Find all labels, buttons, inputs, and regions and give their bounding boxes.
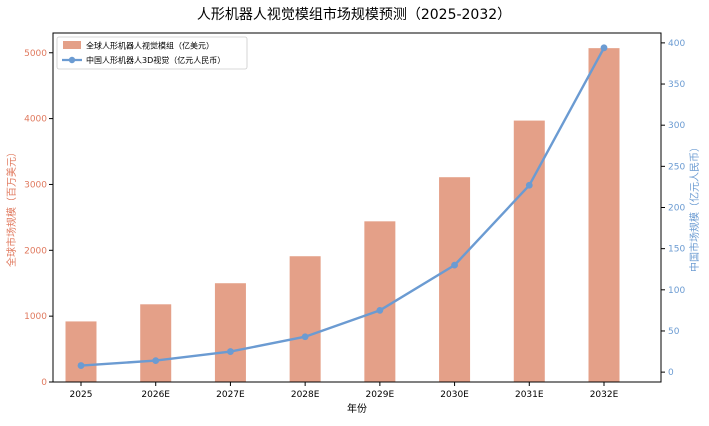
x-tick-label: 2031E bbox=[515, 390, 544, 400]
bar-2030E bbox=[439, 177, 471, 382]
x-axis: 2025 2026E 2027E 2028E 2029E 2030E 2031E 2032E bbox=[70, 382, 619, 400]
legend-line-label: 中国人形机器人3D视觉（亿元人民币） bbox=[86, 55, 225, 65]
line-point-2029E bbox=[376, 306, 384, 314]
y-right-tick-label: 100 bbox=[668, 286, 685, 296]
y-left-tick-label: 2000 bbox=[24, 246, 47, 256]
line-series bbox=[77, 44, 608, 369]
y-axis-right-label: 中国市场规模（亿元人民币） bbox=[688, 142, 701, 272]
x-tick-label: 2026E bbox=[141, 390, 170, 400]
y-left-tick-label: 3000 bbox=[24, 180, 47, 190]
bar-2026E bbox=[140, 304, 172, 382]
x-tick-label: 2027E bbox=[216, 390, 245, 400]
y-left-tick-label: 5000 bbox=[24, 49, 47, 59]
x-axis-label: 年份 bbox=[347, 402, 367, 415]
legend-bar-label: 全球人形机器人视觉模组（亿美元） bbox=[86, 41, 214, 51]
bar-2031E bbox=[513, 120, 545, 382]
legend-line-marker bbox=[68, 56, 76, 64]
bar-2028E bbox=[289, 256, 321, 382]
y-left-tick-label: 4000 bbox=[24, 115, 47, 125]
x-tick-label: 2025 bbox=[70, 390, 93, 400]
y-right-tick-label: 150 bbox=[668, 245, 685, 255]
y-left-tick-label: 0 bbox=[41, 378, 47, 388]
line-point-2026E bbox=[152, 357, 160, 364]
x-tick-label: 2028E bbox=[291, 390, 320, 400]
x-tick-label: 2032E bbox=[590, 390, 619, 400]
legend-bar-swatch bbox=[63, 41, 81, 49]
bar-2027E bbox=[214, 283, 246, 382]
y-right-tick-label: 200 bbox=[668, 204, 685, 214]
x-tick-label: 2029E bbox=[366, 390, 395, 400]
x-tick-label: 2030E bbox=[440, 390, 469, 400]
chart-title: 人形机器人视觉模组市场规模预测（2025-2032） bbox=[197, 6, 511, 23]
y-right-tick-label: 400 bbox=[668, 39, 685, 49]
y-axis-right: 0 50 100 150 200 250 300 350 400 bbox=[661, 39, 685, 378]
y-right-tick-label: 50 bbox=[668, 327, 680, 337]
bar-2029E bbox=[364, 221, 396, 382]
y-right-tick-label: 350 bbox=[668, 80, 685, 90]
y-right-tick-label: 300 bbox=[668, 121, 685, 131]
y-right-tick-label: 0 bbox=[668, 368, 674, 378]
bar-series bbox=[65, 48, 620, 382]
line-point-2031E bbox=[525, 181, 533, 189]
line-point-2032E bbox=[600, 44, 608, 52]
legend: 全球人形机器人视觉模组（亿美元） 中国人形机器人3D视觉（亿元人民币） bbox=[56, 36, 248, 70]
bar-2025 bbox=[65, 321, 97, 382]
y-right-tick-label: 250 bbox=[668, 162, 685, 172]
bar-2032E bbox=[588, 48, 620, 382]
line-point-2030E bbox=[451, 261, 458, 269]
y-left-tick-label: 1000 bbox=[24, 312, 47, 322]
line-point-2025 bbox=[77, 362, 85, 369]
line-path bbox=[80, 47, 606, 367]
y-axis-left: 0 1000 2000 3000 4000 5000 bbox=[24, 49, 53, 388]
y-axis-left-label: 全球市场规模（百万美元） bbox=[5, 147, 18, 267]
line-point-2027E bbox=[227, 348, 234, 355]
line-point-2028E bbox=[301, 333, 309, 341]
legend-box bbox=[56, 36, 248, 70]
